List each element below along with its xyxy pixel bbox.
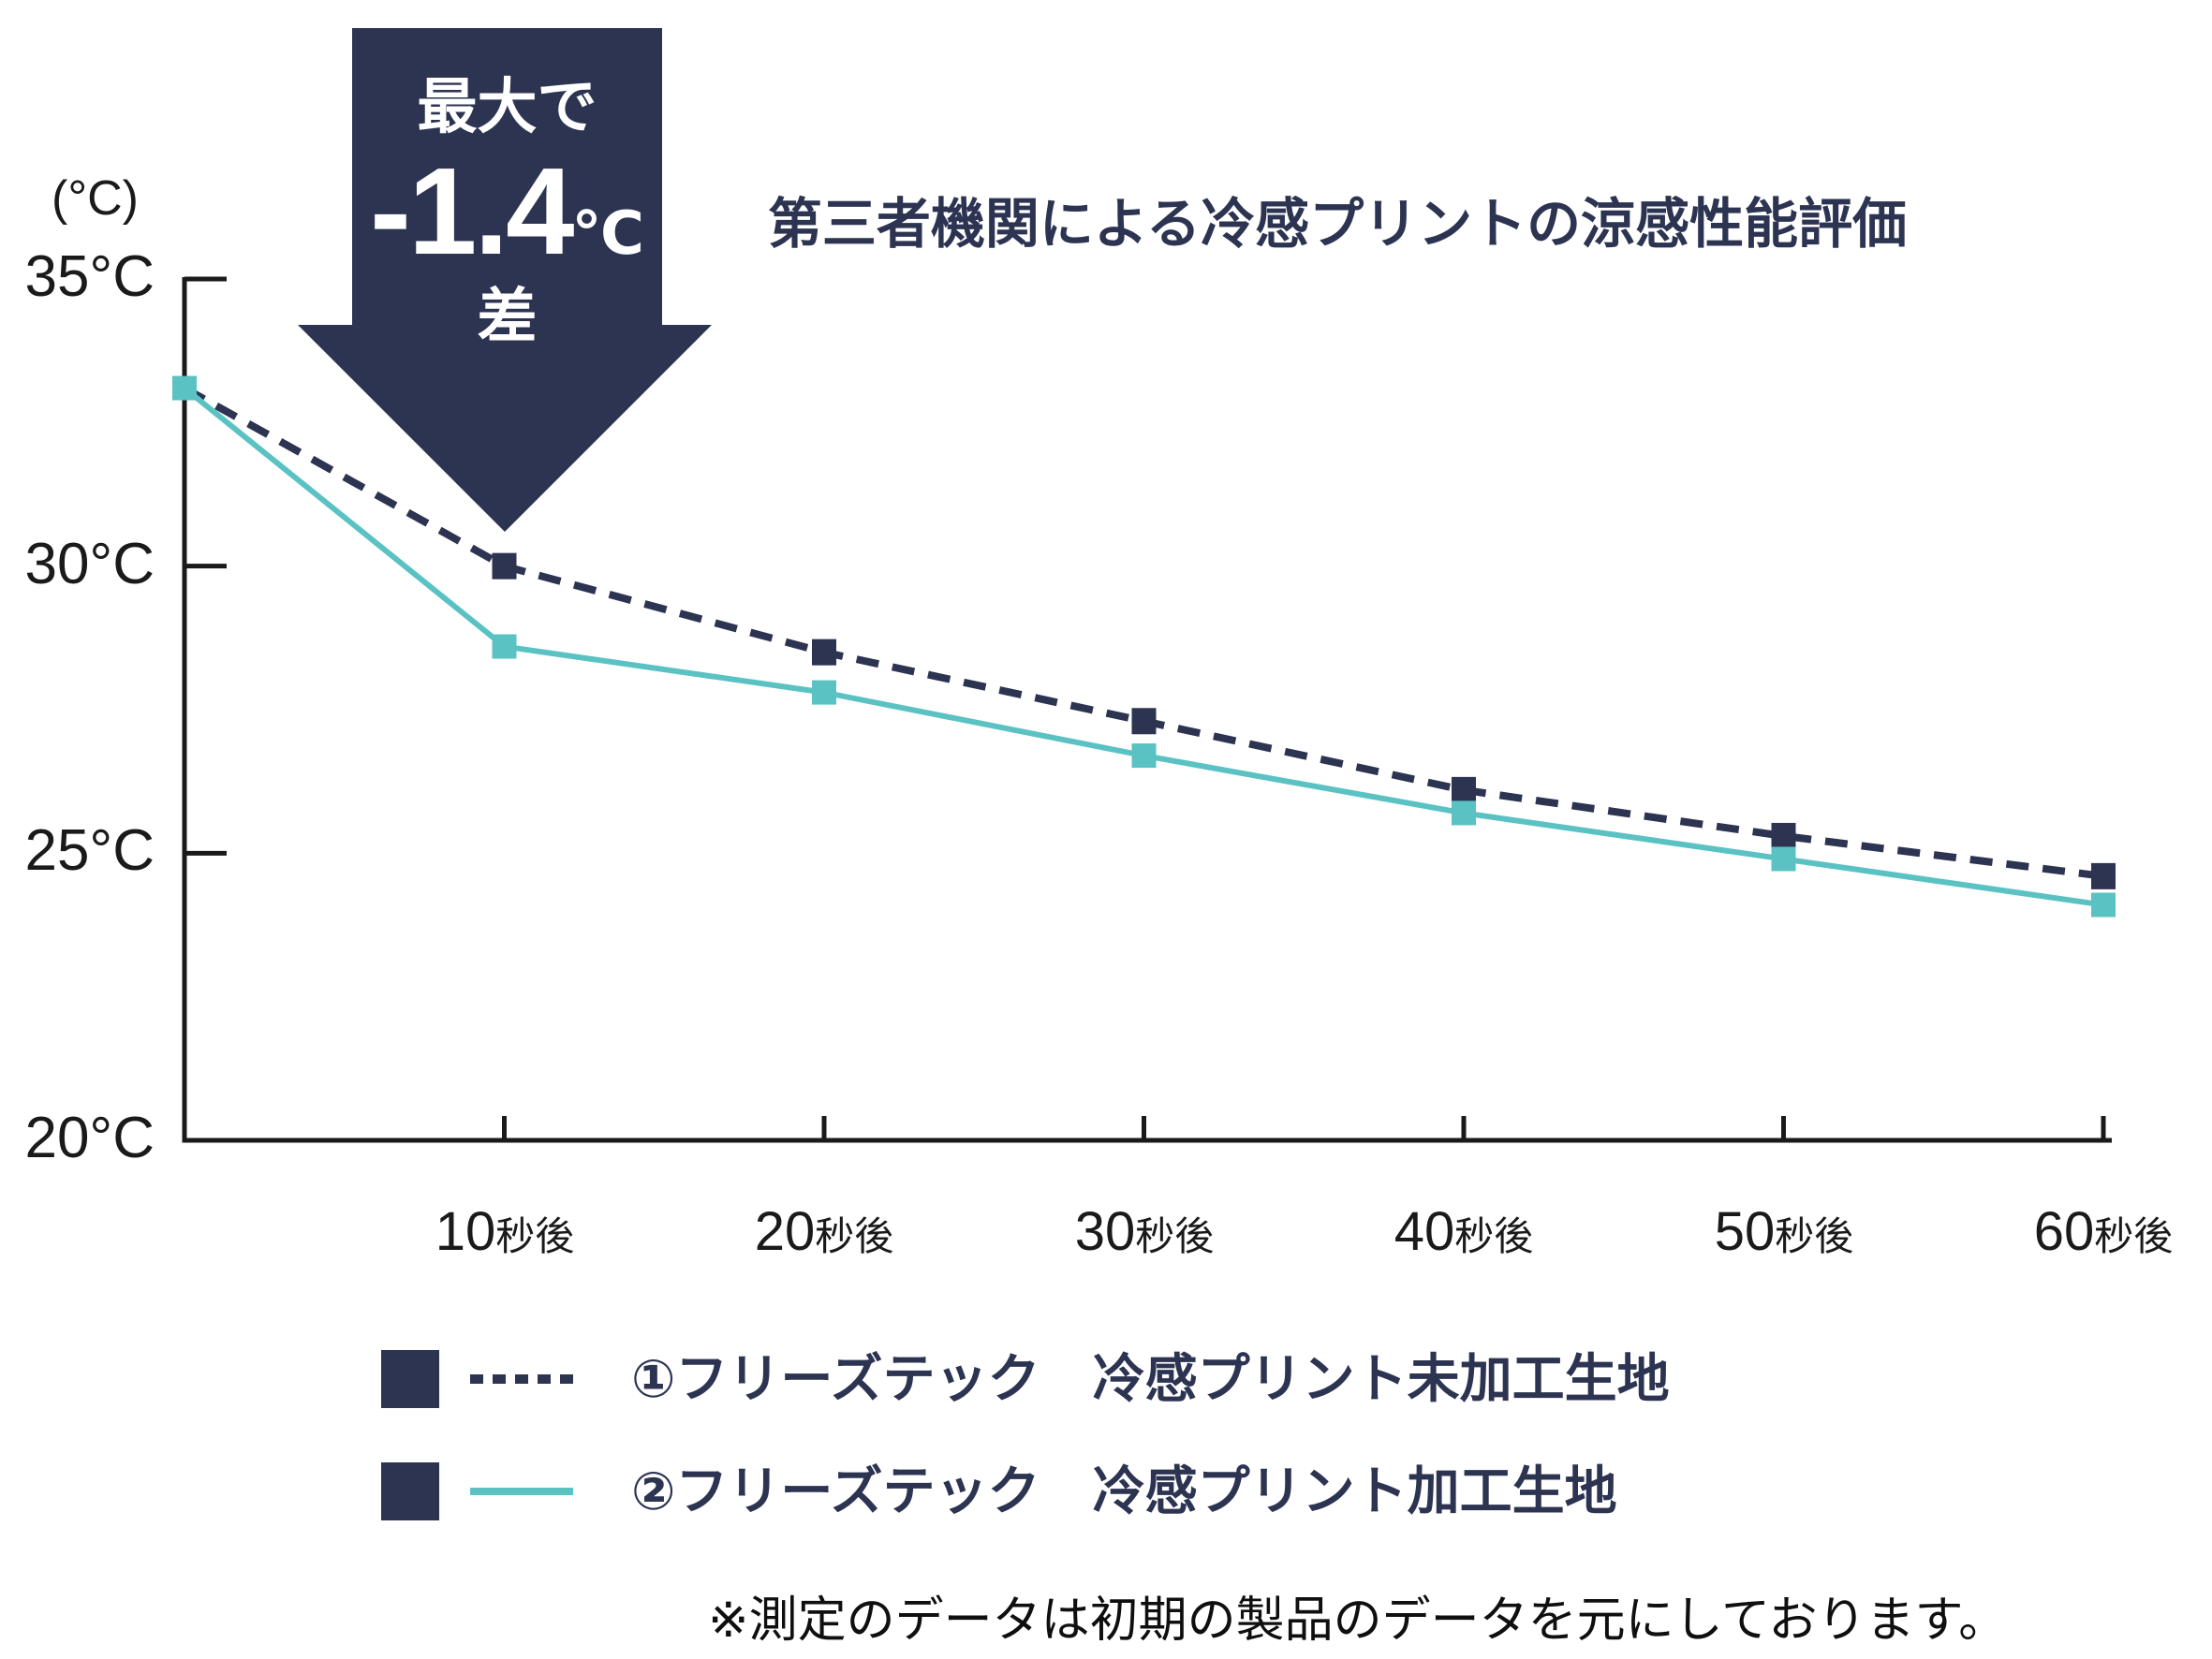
marker-unprocessed — [1771, 822, 1796, 849]
x-tick-label-10s: 10秒後 — [435, 1201, 575, 1262]
marker-processed — [1771, 846, 1796, 872]
marker-processed — [1452, 800, 1476, 826]
legend-dashed-line-icon — [470, 1374, 573, 1384]
legend-solid-line-icon — [470, 1488, 573, 1495]
marker-unprocessed — [1131, 708, 1157, 735]
x-tick-label-40s: 40秒後 — [1394, 1201, 1534, 1262]
legend-swatch-navy-icon — [381, 1462, 439, 1520]
legend-swatch-navy-icon — [381, 1350, 439, 1408]
marker-processed — [172, 375, 197, 401]
down-arrow-shape-icon — [298, 28, 712, 532]
legend-item-processed: ②フリーズテック 冷感プリント加工生地 — [381, 1462, 1617, 1520]
x-tick-label-50s: 50秒後 — [1714, 1201, 1854, 1262]
chart-title: 第三者機関による冷感プリントの涼感性能評価 — [767, 194, 1908, 255]
marker-unprocessed — [2091, 862, 2116, 889]
marker-processed — [1131, 743, 1157, 769]
y-tick-label-20: 20°C — [24, 1106, 155, 1170]
marker-processed — [2091, 892, 2116, 918]
x-tick-label-30s: 30秒後 — [1074, 1201, 1215, 1262]
legend-label-processed: ②フリーズテック 冷感プリント加工生地 — [631, 1461, 1617, 1520]
x-tick-label-60s: 60秒後 — [2033, 1201, 2174, 1262]
marker-processed — [812, 680, 836, 705]
marker-unprocessed — [492, 552, 517, 580]
x-tick-label-20s: 20秒後 — [754, 1201, 894, 1262]
marker-unprocessed — [1452, 776, 1476, 803]
legend-label-unprocessed: ①フリーズテック 冷感プリント未加工生地 — [631, 1349, 1670, 1408]
y-tick-label-35: 35°C — [24, 244, 155, 309]
legend-item-unprocessed: ①フリーズテック 冷感プリント未加工生地 — [381, 1350, 1670, 1408]
marker-unprocessed — [812, 639, 836, 666]
y-tick-label-30: 30°C — [24, 532, 155, 596]
y-tick-label-25: 25°C — [24, 818, 155, 883]
y-axis-unit-label: (°C) — [52, 171, 139, 226]
marker-processed — [492, 634, 517, 659]
footnote: ※測定のデータは初期の製品のデータを元にしております。 — [708, 1593, 2008, 1648]
